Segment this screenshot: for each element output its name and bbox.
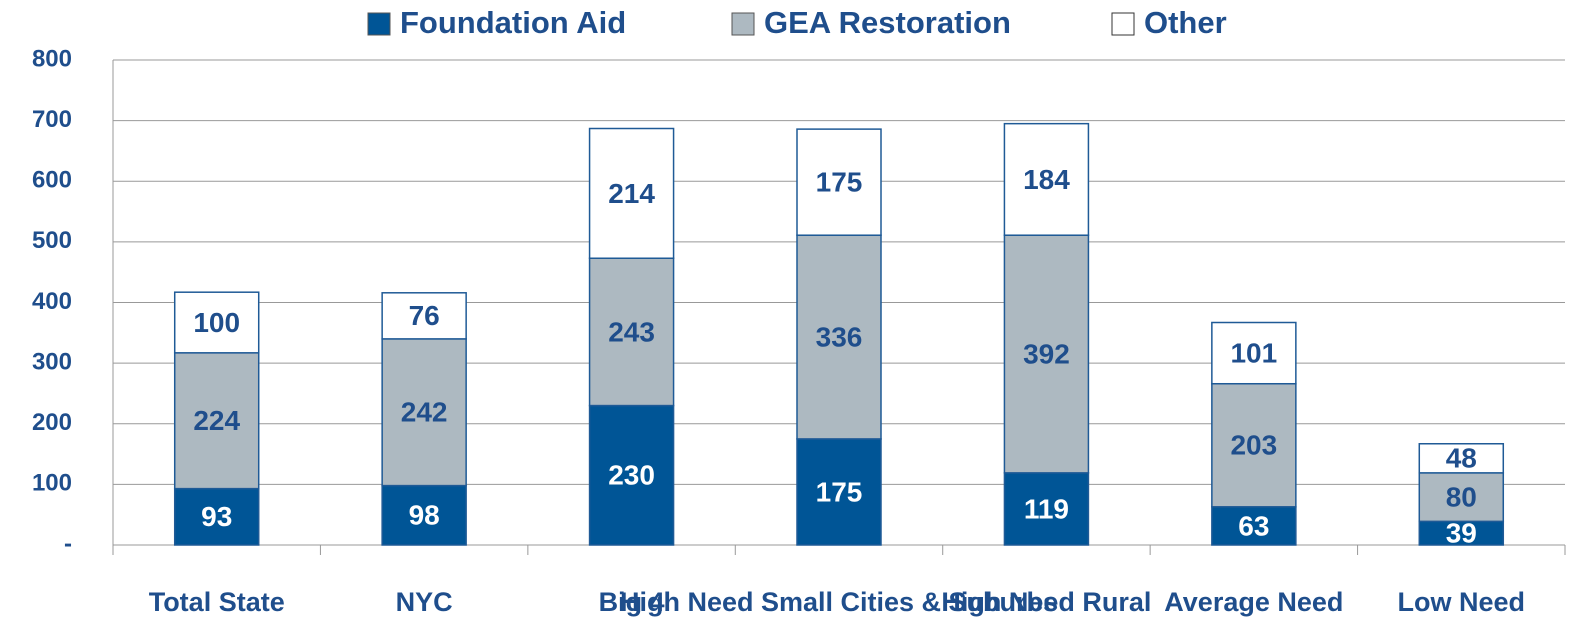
bar-segment: [1211, 506, 1297, 546]
legend-label: Other: [1144, 5, 1227, 40]
x-tick-label: NYC: [396, 587, 453, 617]
y-tick-label: -: [64, 530, 72, 557]
data-label: 100: [193, 307, 240, 338]
data-label: 175: [816, 167, 863, 198]
data-label: 175: [816, 476, 863, 507]
x-tick-label: High Need Small Cities & Suburbs: [620, 587, 1058, 617]
data-label: 243: [608, 316, 655, 347]
bar-segment: [1003, 472, 1090, 546]
y-tick-label: 300: [32, 348, 72, 375]
bar-segment: [173, 291, 260, 354]
x-tick-label: Big 4: [599, 587, 665, 617]
legend-swatch: [1111, 12, 1135, 36]
y-tick-label: 200: [32, 409, 72, 436]
data-label: 98: [409, 500, 440, 531]
legend-label: Foundation Aid: [400, 5, 626, 40]
bar-segment: [588, 404, 675, 546]
bar-segment: [1003, 234, 1090, 474]
y-tick-label: 100: [32, 470, 72, 497]
bar-segment: [1211, 382, 1297, 508]
data-label: 76: [409, 300, 440, 331]
data-label: 39: [1446, 518, 1477, 549]
data-label: 119: [1024, 493, 1069, 524]
bar-segment: [1418, 443, 1505, 474]
legend-swatch: [367, 12, 391, 36]
data-label: 230: [608, 460, 655, 491]
data-label: 101: [1230, 338, 1277, 369]
legend-label: GEA Restoration: [764, 5, 1011, 40]
x-tick-label: Average Need: [1164, 587, 1343, 617]
y-tick-label: 600: [32, 167, 72, 194]
y-tick-label: 700: [32, 106, 72, 133]
bar-segment: [588, 127, 675, 259]
data-label: 224: [193, 405, 240, 436]
bar-segment: [1211, 321, 1297, 385]
data-label: 242: [401, 397, 448, 428]
data-label: 336: [816, 321, 863, 352]
bar-segment: [796, 438, 882, 546]
data-label: 203: [1230, 430, 1277, 461]
data-label: 93: [201, 501, 232, 532]
y-tick-label: 500: [32, 227, 72, 254]
x-tick-label: Low Need: [1398, 587, 1526, 617]
data-label: 392: [1023, 338, 1070, 369]
data-label: 184: [1023, 164, 1070, 195]
bar-segment: [381, 292, 467, 340]
x-tick-label: Total State: [149, 587, 285, 617]
bar-segment: [588, 257, 675, 407]
bar-segment: [381, 484, 467, 546]
legend-swatch: [731, 12, 755, 36]
y-tick-label: 800: [32, 45, 72, 72]
bar-segment: [381, 338, 467, 487]
y-tick-label: 400: [32, 288, 72, 315]
data-label: 63: [1238, 510, 1269, 541]
bar-segment: [796, 128, 882, 236]
x-tick-label: High Need Rural: [941, 587, 1151, 617]
data-label: 48: [1446, 443, 1477, 474]
data-label: 80: [1446, 481, 1477, 512]
bar-segment: [1003, 122, 1090, 236]
data-label: 214: [608, 178, 655, 209]
